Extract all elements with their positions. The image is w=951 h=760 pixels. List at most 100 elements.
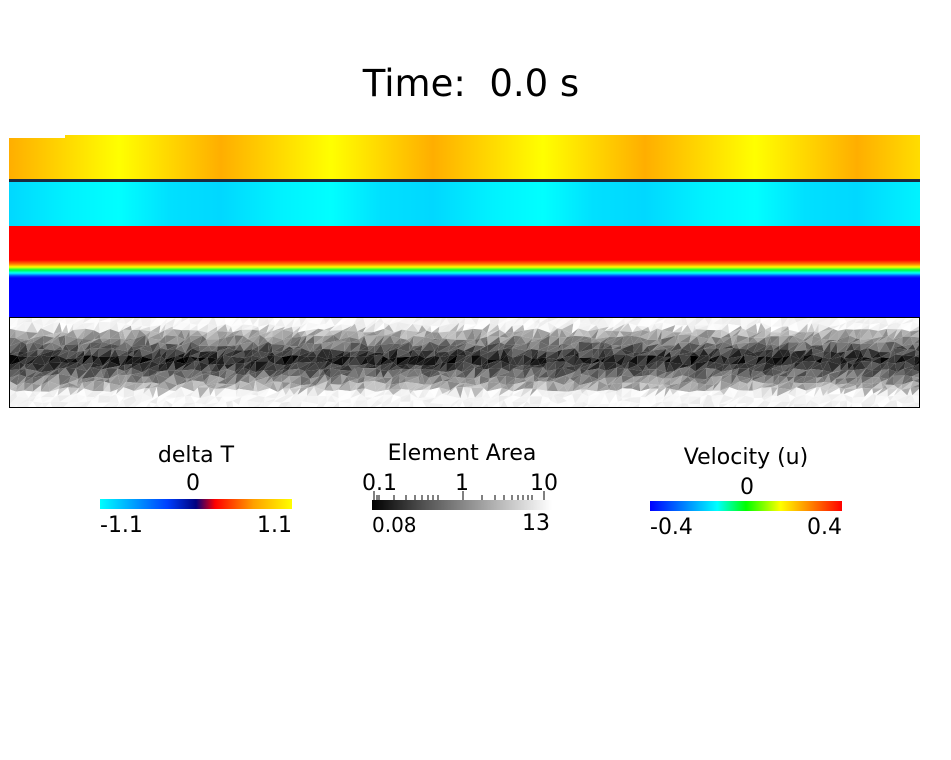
mesh-element — [318, 323, 326, 330]
mesh-element — [688, 403, 701, 407]
mesh-element — [553, 381, 565, 392]
mesh-element — [282, 346, 294, 352]
mesh-element — [182, 402, 196, 407]
mesh-element — [561, 323, 574, 334]
mesh-element — [698, 379, 707, 385]
mesh-element — [619, 331, 633, 337]
mesh-element — [531, 364, 544, 368]
mesh-element — [100, 361, 110, 370]
mesh-element — [148, 331, 160, 339]
mesh-element — [336, 398, 339, 403]
mesh-element — [729, 328, 742, 338]
mesh-element — [830, 352, 841, 359]
mesh-element — [532, 328, 542, 339]
mesh-element — [343, 341, 351, 352]
mesh-element — [522, 365, 530, 371]
mesh-element — [363, 377, 376, 382]
mesh-element — [752, 370, 763, 378]
mesh-element — [738, 363, 749, 369]
mesh-element — [562, 343, 571, 350]
mesh-element — [342, 356, 351, 366]
mesh-element — [770, 332, 781, 337]
mesh-element — [538, 377, 549, 382]
mesh-element — [92, 318, 100, 323]
mesh-element — [846, 397, 853, 404]
mesh-element — [238, 388, 254, 397]
mesh-element — [582, 393, 589, 402]
mesh-element — [847, 362, 853, 371]
mesh-element — [822, 372, 832, 378]
mesh-element — [86, 396, 95, 402]
mesh-element — [355, 397, 367, 401]
mesh-element — [852, 388, 863, 398]
mesh-element — [330, 349, 345, 358]
mesh-element — [592, 348, 599, 359]
mesh-element — [374, 335, 385, 346]
mesh-element — [813, 331, 819, 336]
mesh-element — [136, 376, 144, 384]
mesh-element — [598, 362, 606, 371]
mesh-element — [165, 329, 178, 337]
mesh-element — [375, 355, 383, 366]
mesh-element — [181, 369, 195, 379]
mesh-element — [621, 335, 634, 346]
mesh-element — [201, 371, 211, 375]
mesh-element — [32, 371, 41, 378]
mesh-element — [425, 350, 435, 359]
mesh-element — [208, 387, 215, 396]
mesh-element — [375, 383, 386, 392]
mesh-element — [752, 380, 764, 391]
mesh-element — [62, 324, 69, 334]
mesh-element — [442, 390, 451, 396]
mesh-element — [681, 324, 688, 333]
mesh-element — [762, 362, 775, 372]
mesh-element — [53, 322, 60, 334]
mesh-element — [408, 349, 414, 357]
mesh-element — [281, 318, 295, 327]
mesh-element — [394, 338, 403, 345]
mesh-element — [40, 370, 54, 376]
mesh-element — [241, 391, 254, 397]
mesh-element — [706, 336, 716, 345]
mesh-element — [15, 322, 25, 330]
mesh-element — [526, 396, 530, 405]
mesh-element — [654, 387, 666, 398]
mesh-element — [559, 337, 567, 346]
mesh-element — [131, 363, 143, 373]
mesh-element — [524, 404, 533, 407]
mesh-element — [291, 318, 300, 327]
mesh-element — [439, 351, 450, 358]
mesh-element — [366, 397, 378, 401]
mesh-element — [289, 401, 302, 407]
mesh-element — [189, 335, 203, 342]
mesh-element — [811, 335, 822, 346]
mesh-element — [630, 335, 640, 345]
mesh-element — [423, 389, 430, 398]
time-label: Time: — [362, 62, 466, 105]
mesh-element — [264, 398, 276, 403]
mesh-element — [388, 383, 402, 390]
mesh-element — [225, 318, 237, 327]
mesh-element — [706, 323, 716, 331]
mesh-element — [20, 357, 28, 365]
mesh-element — [123, 381, 137, 388]
mesh-element — [103, 368, 110, 379]
mesh-element — [872, 336, 883, 343]
mesh-element — [318, 369, 325, 377]
mesh-element — [512, 368, 523, 378]
mesh-element — [455, 356, 467, 364]
mesh-element — [536, 381, 547, 390]
mesh-element — [365, 391, 376, 398]
mesh-element — [880, 352, 891, 359]
mesh-element — [232, 396, 242, 405]
mesh-element — [231, 350, 244, 357]
mesh-element — [512, 354, 524, 366]
mesh-element — [512, 348, 527, 358]
mesh-element — [615, 362, 622, 368]
mesh-element — [231, 318, 240, 327]
mesh-element — [770, 332, 781, 337]
mesh-element — [27, 342, 38, 353]
mesh-element — [642, 369, 649, 377]
mesh-element — [562, 348, 575, 358]
mesh-element — [447, 345, 457, 352]
